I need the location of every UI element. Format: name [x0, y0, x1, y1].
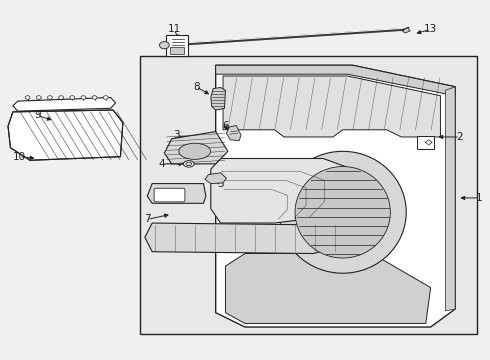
- Circle shape: [59, 96, 64, 99]
- Text: 6: 6: [222, 121, 229, 131]
- Circle shape: [159, 41, 169, 49]
- Text: 5: 5: [217, 179, 224, 189]
- Polygon shape: [402, 28, 410, 33]
- Circle shape: [92, 96, 97, 99]
- Polygon shape: [211, 87, 225, 110]
- Polygon shape: [223, 76, 441, 137]
- Circle shape: [70, 96, 74, 99]
- Circle shape: [103, 96, 108, 99]
- Polygon shape: [205, 173, 226, 184]
- FancyBboxPatch shape: [417, 136, 434, 149]
- Ellipse shape: [279, 151, 406, 273]
- Polygon shape: [211, 158, 352, 223]
- Text: 11: 11: [168, 24, 181, 35]
- Circle shape: [81, 96, 86, 99]
- Text: 3: 3: [173, 130, 180, 140]
- Polygon shape: [226, 126, 241, 140]
- Polygon shape: [164, 132, 228, 164]
- Text: 7: 7: [144, 215, 150, 224]
- Polygon shape: [445, 87, 455, 311]
- Ellipse shape: [179, 143, 211, 159]
- Polygon shape: [147, 184, 206, 203]
- FancyBboxPatch shape: [170, 46, 184, 54]
- FancyBboxPatch shape: [166, 36, 188, 56]
- Ellipse shape: [183, 161, 194, 167]
- Circle shape: [48, 96, 52, 99]
- Bar: [140, 56, 477, 334]
- Text: 4: 4: [159, 159, 165, 169]
- Text: 13: 13: [424, 24, 437, 35]
- Polygon shape: [216, 65, 455, 327]
- Text: 9: 9: [34, 111, 41, 121]
- Text: 2: 2: [457, 132, 464, 142]
- Polygon shape: [13, 98, 116, 111]
- Ellipse shape: [295, 167, 391, 258]
- FancyBboxPatch shape: [154, 188, 185, 202]
- Polygon shape: [145, 223, 343, 253]
- Polygon shape: [225, 253, 431, 323]
- Polygon shape: [8, 110, 123, 160]
- Circle shape: [36, 96, 41, 99]
- Text: 10: 10: [13, 152, 26, 162]
- Text: 1: 1: [476, 193, 483, 203]
- Ellipse shape: [186, 162, 192, 166]
- Circle shape: [25, 96, 30, 99]
- Text: 8: 8: [193, 82, 199, 92]
- Polygon shape: [216, 65, 455, 96]
- Text: 12: 12: [170, 193, 183, 203]
